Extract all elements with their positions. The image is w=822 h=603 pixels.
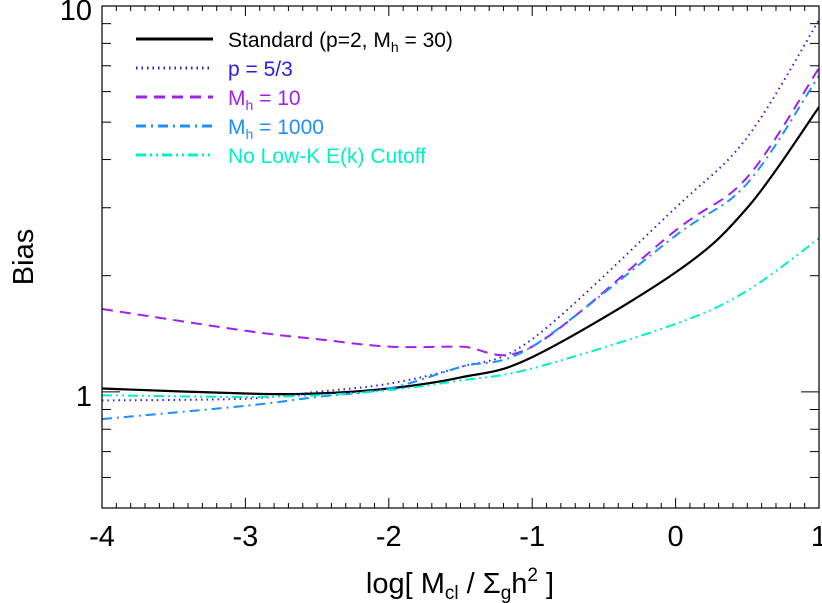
curve-2	[101, 67, 820, 357]
legend-label-4: No Low-K E(k) Cutoff	[228, 145, 426, 168]
y-tick-label: 10	[60, 0, 92, 27]
curve-3	[101, 75, 820, 421]
legend-label-2: Mh = 10	[228, 87, 301, 113]
x-axis-ticks	[101, 6, 820, 508]
curve-0	[101, 106, 820, 396]
x-tick-label: -2	[376, 521, 402, 553]
x-tick-label: -3	[233, 521, 259, 553]
y-tick-labels: 1 10	[60, 0, 92, 413]
x-tick-label: -4	[89, 521, 115, 553]
plot-frame	[101, 5, 820, 509]
y-axis-ticks	[102, 5, 819, 509]
x-axis-title: log[ Mcl / Σgh2 ]	[366, 565, 554, 603]
legend-label-1: p = 5/3	[228, 58, 293, 81]
x-tick-labels: -4 -3 -2 -1 0 1	[89, 521, 822, 553]
legend-label-0: Standard (p=2, Mh = 30)	[228, 29, 453, 55]
y-tick-label: 1	[76, 381, 92, 413]
curve-4	[101, 237, 820, 398]
plot-curves	[101, 19, 820, 421]
y-axis-title: Bias	[8, 229, 40, 285]
x-tick-label: 1	[811, 521, 822, 553]
x-tick-label: 0	[668, 521, 684, 553]
legend-label-3: Mh = 1000	[228, 116, 324, 142]
curve-1	[101, 19, 820, 402]
legend: Standard (p=2, Mh = 30) p = 5/3 Mh = 10 Mh …	[136, 29, 453, 168]
x-tick-label: -1	[519, 521, 545, 553]
